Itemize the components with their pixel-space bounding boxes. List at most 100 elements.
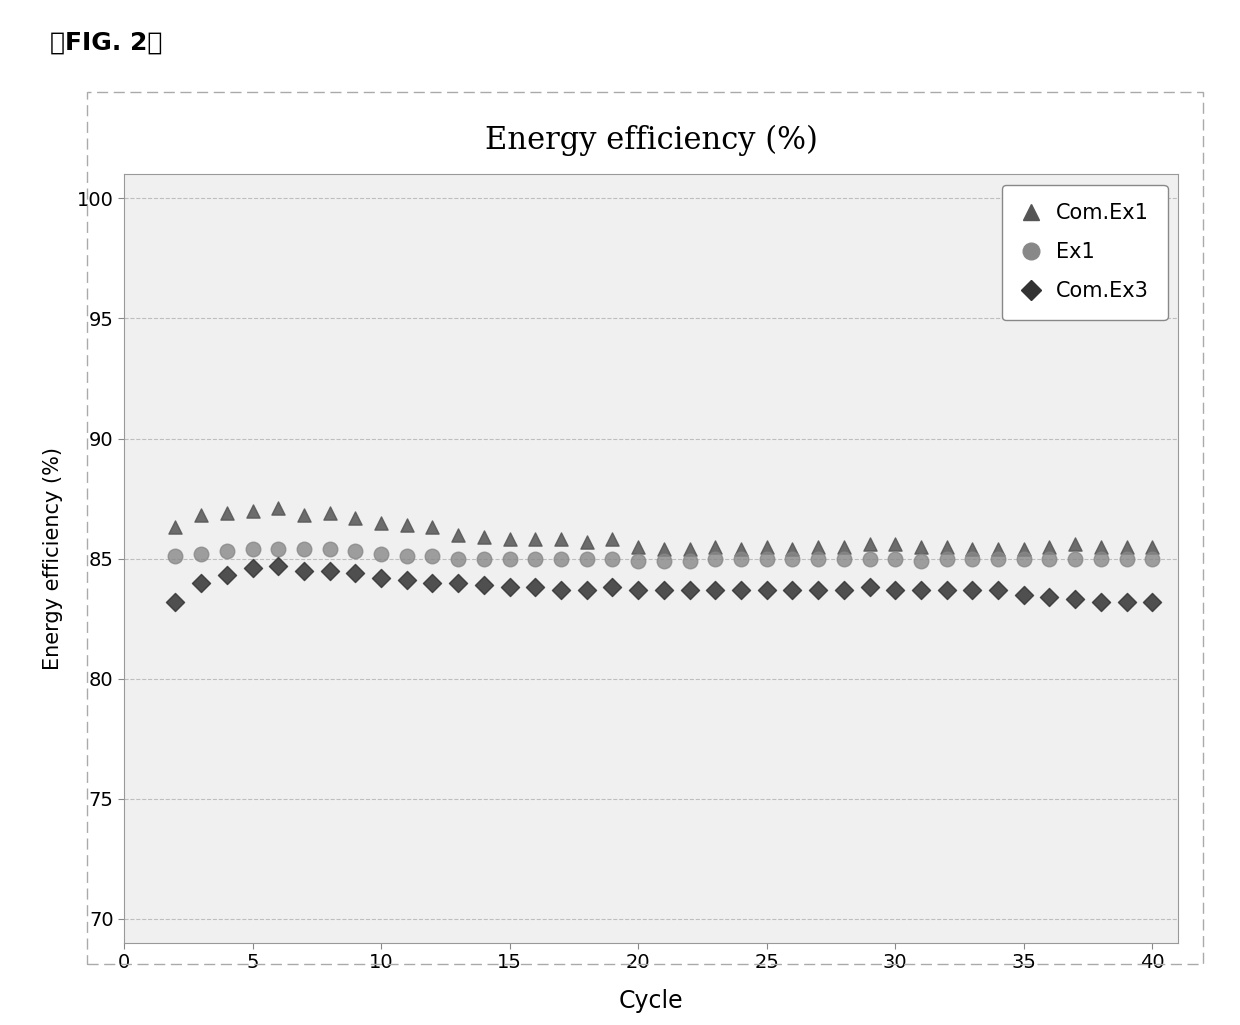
Point — [808, 538, 828, 555]
Point — [191, 574, 211, 590]
Point — [808, 550, 828, 567]
Point — [500, 550, 520, 567]
Point — [165, 548, 185, 565]
Point — [191, 545, 211, 562]
Point — [680, 581, 699, 598]
Point — [551, 581, 570, 598]
Point — [782, 541, 802, 558]
Point — [320, 504, 340, 521]
Point — [346, 565, 366, 581]
Point — [756, 581, 776, 598]
Point — [1091, 550, 1111, 567]
Point — [397, 572, 417, 588]
Point — [243, 560, 263, 576]
Point — [397, 517, 417, 533]
Point — [1142, 593, 1162, 610]
Point — [680, 552, 699, 569]
Point — [962, 550, 982, 567]
Point — [1117, 550, 1137, 567]
Point — [653, 552, 673, 569]
Point — [371, 570, 391, 586]
Point — [706, 550, 725, 567]
Point — [680, 541, 699, 558]
Point — [423, 548, 443, 565]
Point — [294, 541, 314, 558]
Point — [1065, 591, 1085, 608]
Point — [423, 574, 443, 590]
Point — [1014, 586, 1034, 603]
Point — [732, 581, 751, 598]
Point — [1014, 550, 1034, 567]
Point — [243, 502, 263, 519]
Point — [936, 550, 956, 567]
Point — [936, 581, 956, 598]
Point — [526, 531, 546, 547]
Point — [449, 550, 469, 567]
Point — [165, 593, 185, 610]
Point — [603, 550, 622, 567]
Title: Energy efficiency (%): Energy efficiency (%) — [485, 125, 817, 156]
Point — [732, 550, 751, 567]
Point — [577, 581, 596, 598]
Point — [885, 536, 905, 552]
Point — [449, 527, 469, 543]
Point — [782, 581, 802, 598]
Point — [859, 550, 879, 567]
Point — [1117, 593, 1137, 610]
Point — [346, 543, 366, 560]
Point — [577, 534, 596, 550]
Point — [833, 581, 853, 598]
Point — [165, 520, 185, 536]
Point — [629, 552, 649, 569]
Point — [243, 541, 263, 558]
Point — [706, 581, 725, 598]
Point — [268, 500, 288, 517]
Point — [782, 550, 802, 567]
Point — [217, 504, 237, 521]
Point — [859, 536, 879, 552]
Point — [449, 574, 469, 590]
Point — [217, 543, 237, 560]
Point — [653, 541, 673, 558]
Point — [962, 581, 982, 598]
X-axis label: Cycle: Cycle — [619, 989, 683, 1013]
Point — [474, 529, 494, 545]
Point — [551, 550, 570, 567]
Point — [294, 507, 314, 524]
Point — [653, 581, 673, 598]
Point — [371, 545, 391, 562]
Point — [1039, 588, 1059, 605]
Point — [936, 538, 956, 555]
Point — [988, 541, 1008, 558]
Point — [833, 550, 853, 567]
Point — [1091, 593, 1111, 610]
Text: 【FIG. 2】: 【FIG. 2】 — [50, 31, 162, 54]
Point — [1039, 538, 1059, 555]
Point — [1142, 550, 1162, 567]
Point — [988, 581, 1008, 598]
Point — [911, 581, 931, 598]
Point — [294, 563, 314, 579]
Point — [423, 520, 443, 536]
Point — [629, 581, 649, 598]
Point — [397, 548, 417, 565]
Point — [474, 577, 494, 593]
Point — [988, 550, 1008, 567]
Point — [756, 538, 776, 555]
Point — [911, 552, 931, 569]
Point — [1039, 550, 1059, 567]
Point — [603, 531, 622, 547]
Point — [500, 579, 520, 596]
Point — [551, 531, 570, 547]
Point — [217, 567, 237, 583]
Point — [1117, 538, 1137, 555]
Point — [603, 579, 622, 596]
Point — [1091, 538, 1111, 555]
Point — [1142, 538, 1162, 555]
Point — [371, 515, 391, 531]
Point — [500, 531, 520, 547]
Point — [808, 581, 828, 598]
Point — [526, 550, 546, 567]
Point — [629, 538, 649, 555]
Y-axis label: Energy efficiency (%): Energy efficiency (%) — [43, 447, 63, 670]
